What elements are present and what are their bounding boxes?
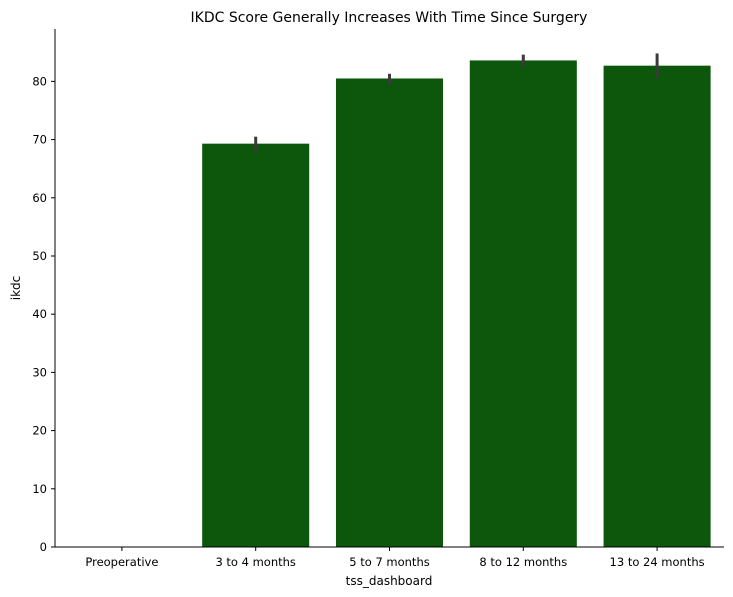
x-ticks-group: Preoperative 3 to 4 months 5 to 7 months 8 … [85, 547, 705, 569]
bar-4 [603, 65, 711, 547]
y-tick-label-8: 80 [32, 74, 47, 88]
y-tick-label-0: 0 [40, 540, 47, 554]
x-axis-label: tss_dashboard [346, 574, 433, 588]
y-tick-label-5: 50 [32, 249, 47, 263]
y-tick-label-3: 30 [32, 365, 47, 379]
error-bars-group [254, 53, 659, 152]
bar-3 [469, 60, 577, 548]
bars-group [202, 60, 711, 548]
y-axis-label: ikdc [9, 276, 23, 301]
x-tick-label-4: 13 to 24 months [610, 555, 705, 569]
chart-title: IKDC Score Generally Increases With Time… [191, 10, 588, 26]
y-tick-label-7: 70 [32, 133, 47, 147]
y-ticks-group: 0 10 20 30 40 50 60 70 80 [32, 74, 55, 554]
x-tick-label-2: 5 to 7 months [349, 555, 429, 569]
bar-1 [202, 143, 310, 547]
bar-2 [335, 78, 444, 547]
x-tick-label-1: 3 to 4 months [215, 555, 295, 569]
x-tick-label-3: 8 to 12 months [479, 555, 567, 569]
y-tick-label-6: 60 [32, 191, 47, 205]
y-tick-label-4: 40 [32, 307, 47, 321]
y-tick-label-1: 10 [32, 482, 47, 496]
y-tick-label-2: 20 [32, 424, 47, 438]
x-tick-label-0: Preoperative [85, 555, 158, 569]
